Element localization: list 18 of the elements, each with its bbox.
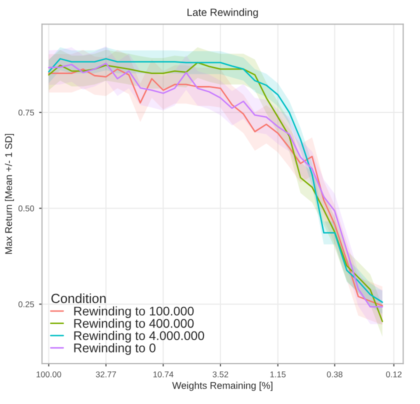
- x-tick-label: 0.12: [386, 371, 402, 378]
- legend-label: Rewinding to 0: [74, 343, 156, 355]
- y-tick-label: 0.50: [18, 206, 34, 212]
- x-tick-label: 32.77: [96, 371, 116, 378]
- x-tick-label: 0.38: [326, 371, 342, 378]
- legend-label: Rewinding to 400.000: [74, 318, 194, 330]
- x-tick-label: 1.15: [270, 372, 286, 378]
- y-tick-label: 0.25: [18, 301, 34, 308]
- x-axis-title: Weights Remaining [%]: [172, 382, 272, 391]
- legend-label: Rewinding to 4.000.000: [74, 330, 204, 343]
- legend-title: Condition: [51, 293, 106, 304]
- x-tick-label: 3.52: [212, 371, 228, 378]
- x-tick-label: 100.00: [36, 371, 62, 378]
- chart-title: Late Rewinding: [188, 8, 258, 18]
- legend-label: Rewinding to 100.000: [74, 306, 194, 318]
- y-tick-label: 0.75: [18, 110, 34, 116]
- x-tick-label: 10.74: [153, 371, 174, 378]
- y-axis-title: Max Return [Mean +/- 1 SD]: [4, 134, 14, 254]
